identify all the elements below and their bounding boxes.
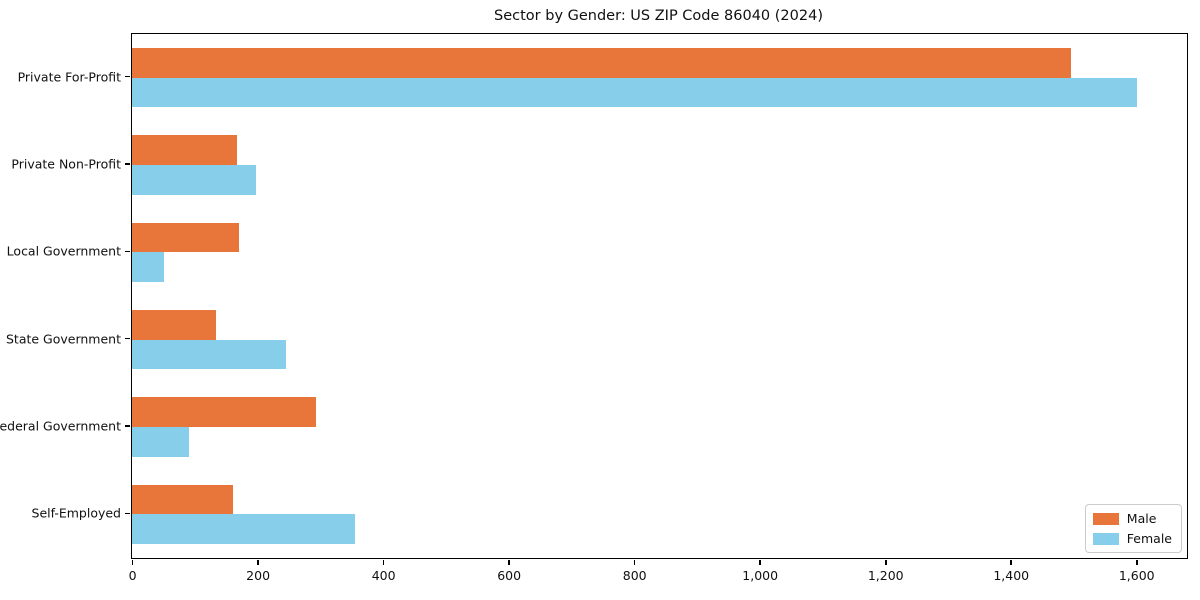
x-axis-tick-mark [1010, 560, 1013, 566]
x-axis-tick-label: 200 [246, 568, 271, 583]
y-axis-tick-mark [125, 250, 130, 253]
x-axis-tick-mark [633, 560, 636, 566]
y-axis-tick-mark [125, 163, 130, 165]
x-axis-tick-mark [131, 560, 134, 566]
bar-male-federal-government [132, 397, 316, 427]
chart-title: Sector by Gender: US ZIP Code 86040 (202… [494, 8, 823, 24]
x-axis-tick-label: 1,600 [1118, 568, 1155, 583]
bar-female-state-government [132, 339, 287, 370]
legend-swatch-icon [1092, 532, 1119, 545]
y-axis-category-label: Local Government [6, 243, 121, 259]
bar-female-self-employed [132, 514, 356, 545]
bar-male-state-government [132, 309, 217, 340]
bar-male-self-employed [132, 484, 234, 515]
plot-area: Male Female [131, 33, 1188, 559]
x-axis-tick-label: 800 [622, 568, 647, 583]
x-axis-tick-mark [884, 560, 887, 566]
y-axis-tick-mark [125, 512, 130, 515]
x-axis-tick-mark [759, 560, 761, 566]
x-axis-tick-label: 1,400 [993, 568, 1030, 583]
legend-entry-male: Male [1092, 511, 1172, 526]
x-axis-tick-mark [1135, 560, 1138, 566]
x-axis-tick-label: 400 [371, 568, 396, 583]
legend-label: Male [1126, 511, 1157, 526]
bar-male-local-government [132, 222, 239, 253]
bar-female-private-for-profit [132, 77, 1137, 108]
y-axis-category-label: Federal Government [0, 418, 121, 434]
x-axis-tick-mark [508, 560, 510, 566]
y-axis-tick-mark [125, 75, 130, 78]
y-axis-category-label: Private For-Profit [17, 69, 121, 85]
x-axis-tick-mark [257, 560, 259, 566]
y-axis-category-label: Self-Employed [31, 505, 121, 521]
x-axis-tick-label: 600 [497, 568, 522, 583]
y-axis-category-label: State Government [5, 331, 121, 347]
legend-entry-female: Female [1092, 531, 1172, 546]
y-axis-category-label: Private Non-Profit [11, 156, 121, 172]
y-axis-tick-mark [125, 337, 130, 340]
bar-female-private-non-profit [132, 165, 257, 195]
bar-male-private-for-profit [132, 47, 1071, 78]
legend-swatch-icon [1092, 512, 1119, 525]
y-axis-tick-mark [125, 425, 130, 427]
bar-male-private-non-profit [132, 135, 237, 165]
bar-female-federal-government [132, 427, 190, 457]
legend: Male Female [1084, 504, 1182, 553]
x-axis-tick-label: 1,000 [742, 568, 779, 583]
bar-female-local-government [132, 252, 164, 283]
x-axis-tick-mark [382, 560, 385, 566]
legend-label: Female [1126, 531, 1172, 546]
x-axis-tick-label: 1,200 [867, 568, 904, 583]
x-axis-tick-label: 0 [128, 568, 137, 583]
